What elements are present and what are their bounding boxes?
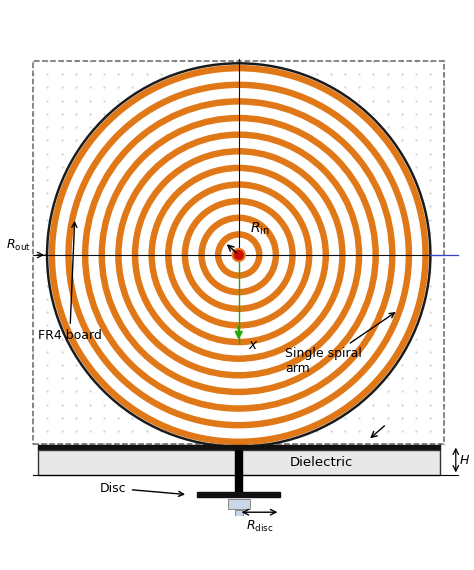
Bar xyxy=(38,445,439,450)
Circle shape xyxy=(82,99,395,411)
Bar xyxy=(235,510,243,516)
Text: $R_{\rm disc}$: $R_{\rm disc}$ xyxy=(246,519,273,534)
Circle shape xyxy=(172,189,305,321)
Text: $R_{\rm in}$: $R_{\rm in}$ xyxy=(250,221,270,237)
Circle shape xyxy=(216,232,262,278)
Circle shape xyxy=(73,89,405,421)
Bar xyxy=(228,499,250,509)
Circle shape xyxy=(234,250,243,259)
Bar xyxy=(235,450,242,492)
Circle shape xyxy=(234,250,244,260)
Circle shape xyxy=(235,251,243,259)
Circle shape xyxy=(199,215,278,295)
Circle shape xyxy=(122,139,355,372)
Circle shape xyxy=(56,72,421,438)
Circle shape xyxy=(116,132,362,378)
Text: Disc: Disc xyxy=(100,482,183,496)
Circle shape xyxy=(66,82,411,428)
Circle shape xyxy=(222,238,255,272)
Circle shape xyxy=(139,155,338,355)
Bar xyxy=(33,61,444,445)
Circle shape xyxy=(233,249,245,260)
Bar xyxy=(197,492,280,498)
Circle shape xyxy=(189,205,289,305)
Circle shape xyxy=(89,105,388,405)
Bar xyxy=(38,450,439,475)
Text: $R_{\rm out}$: $R_{\rm out}$ xyxy=(6,238,31,253)
Circle shape xyxy=(49,66,428,445)
Circle shape xyxy=(235,251,242,259)
Circle shape xyxy=(155,172,322,338)
Circle shape xyxy=(232,249,245,262)
Text: FR4 board: FR4 board xyxy=(38,222,102,342)
Circle shape xyxy=(236,252,242,258)
Text: Single spiral
arm: Single spiral arm xyxy=(285,313,394,376)
Circle shape xyxy=(237,253,241,257)
Circle shape xyxy=(106,122,372,388)
Circle shape xyxy=(149,165,328,345)
Text: Dielectric: Dielectric xyxy=(290,457,354,469)
Circle shape xyxy=(133,149,345,361)
Circle shape xyxy=(237,254,240,256)
Circle shape xyxy=(205,222,272,288)
Circle shape xyxy=(166,182,312,328)
Circle shape xyxy=(49,66,428,445)
Text: $H$: $H$ xyxy=(459,454,471,466)
Circle shape xyxy=(99,116,378,394)
Text: $x$: $x$ xyxy=(248,338,259,352)
Circle shape xyxy=(182,198,295,311)
